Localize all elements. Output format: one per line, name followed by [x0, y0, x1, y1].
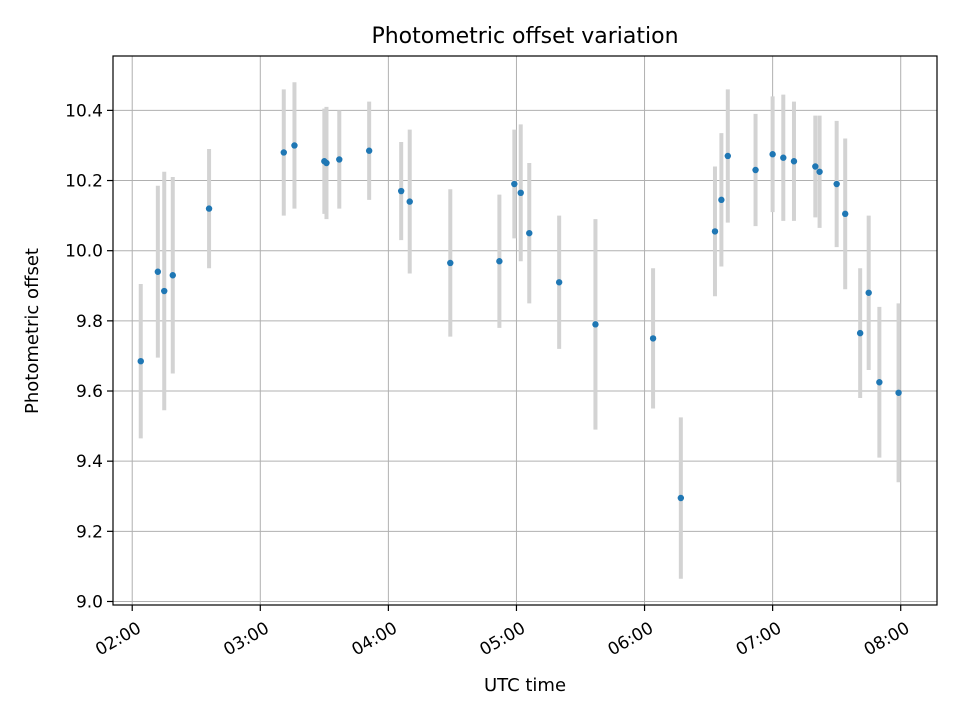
- y-tick-label: 9.6: [76, 382, 103, 402]
- y-tick-label: 9.8: [76, 312, 103, 332]
- plot-frame: [112, 55, 938, 606]
- data-point: [205, 205, 213, 212]
- data-point: [812, 163, 819, 170]
- x-axis-label: UTC time: [484, 675, 566, 696]
- data-point: [161, 287, 168, 295]
- data-point: [154, 268, 162, 275]
- chart-title: Photometric offset variation: [371, 24, 678, 49]
- data-point: [496, 258, 503, 265]
- data-point: [649, 335, 657, 342]
- data-point: [842, 210, 849, 218]
- y-tick-label: 10.4: [65, 101, 103, 121]
- data-point: [526, 229, 533, 237]
- data-point: [447, 259, 454, 267]
- data-point: [769, 151, 776, 158]
- data-point: [780, 154, 787, 161]
- data-point: [711, 228, 719, 235]
- data-point: [291, 142, 298, 149]
- data-point: [280, 149, 287, 156]
- data-point: [397, 187, 405, 195]
- y-tick-label: 10.2: [65, 172, 103, 192]
- data-point: [856, 329, 864, 337]
- data-point: [336, 156, 343, 163]
- data-point: [406, 198, 413, 205]
- data-point: [323, 159, 330, 167]
- data-point: [865, 289, 872, 296]
- data-point: [718, 196, 725, 204]
- data-points: [137, 142, 902, 502]
- data-point: [555, 279, 563, 286]
- y-tick-label: 9.0: [76, 592, 103, 612]
- data-point: [137, 357, 144, 365]
- data-point: [790, 158, 798, 165]
- data-point: [752, 166, 759, 174]
- data-point: [833, 180, 840, 188]
- y-tick-label: 10.0: [65, 242, 103, 262]
- data-point: [724, 152, 731, 160]
- data-point: [169, 272, 176, 279]
- y-axis-label: Photometric offset: [22, 248, 43, 414]
- y-tick-label: 9.4: [76, 452, 103, 472]
- data-point: [592, 321, 599, 328]
- data-point: [816, 168, 823, 175]
- data-point: [511, 180, 518, 188]
- data-point: [876, 379, 883, 386]
- data-point: [895, 389, 902, 396]
- y-tick-label: 9.2: [76, 522, 103, 542]
- y-axis-ticks: 9.0 9.2 9.4 9.6 9.8 10.0 10.2 10.4: [65, 101, 113, 612]
- data-point: [365, 147, 373, 154]
- data-point: [517, 189, 524, 197]
- data-point: [677, 494, 685, 502]
